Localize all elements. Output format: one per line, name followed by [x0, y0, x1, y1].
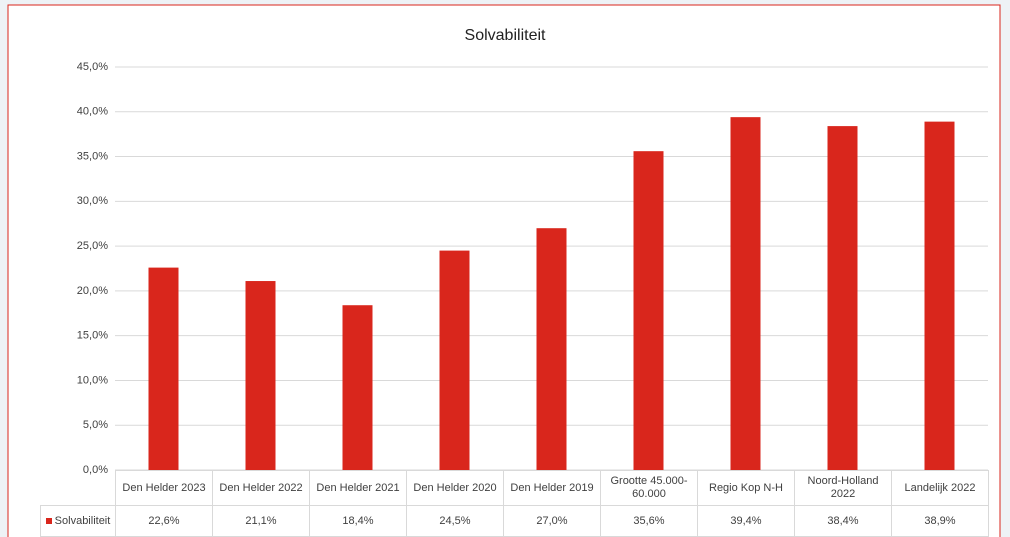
category-cell: Noord-Holland 2022 [794, 470, 892, 506]
bar [633, 151, 664, 470]
value-cell: 22,6% [115, 505, 213, 537]
legend-label: Solvabiliteit [54, 514, 111, 527]
bar [924, 121, 955, 470]
chart-title: Solvabiliteit [465, 27, 546, 44]
y-tick-label: 30,0% [77, 195, 108, 207]
value-cell: 24,5% [406, 505, 504, 537]
bar [148, 267, 179, 470]
y-tick-label: 35,0% [77, 150, 108, 162]
value-cell: 39,4% [697, 505, 795, 537]
legend-cell: Solvabiliteit [40, 505, 116, 537]
value-cell: 18,4% [309, 505, 407, 537]
category-cell: Landelijk 2022 [891, 470, 989, 506]
value-cell: 21,1% [212, 505, 310, 537]
y-tick-label: 20,0% [77, 285, 108, 297]
y-tick-label: 40,0% [77, 106, 108, 118]
bar [342, 305, 373, 470]
category-cell: Den Helder 2019 [503, 470, 601, 506]
bar [439, 250, 470, 470]
y-tick-label: 0,0% [83, 464, 108, 476]
legend-swatch [45, 518, 52, 524]
bar [730, 117, 761, 470]
value-cell: 27,0% [503, 505, 601, 537]
value-cell: 35,6% [600, 505, 698, 537]
category-cell: Den Helder 2022 [212, 470, 310, 506]
y-tick-label: 5,0% [83, 419, 108, 431]
value-cell: 38,9% [891, 505, 989, 537]
y-tick-label: 15,0% [77, 330, 108, 342]
category-cell: Den Helder 2021 [309, 470, 407, 506]
category-cell: Den Helder 2023 [115, 470, 213, 506]
bar [245, 281, 276, 470]
category-cell: Regio Kop N-H [697, 470, 795, 506]
category-cell: Grootte 45.000-60.000 [600, 470, 698, 506]
bar [536, 228, 567, 470]
category-cell: Den Helder 2020 [406, 470, 504, 506]
y-tick-label: 25,0% [77, 240, 108, 252]
bar [827, 126, 858, 471]
y-tick-label: 10,0% [77, 374, 108, 386]
value-cell: 38,4% [794, 505, 892, 537]
y-tick-label: 45,0% [77, 61, 108, 73]
